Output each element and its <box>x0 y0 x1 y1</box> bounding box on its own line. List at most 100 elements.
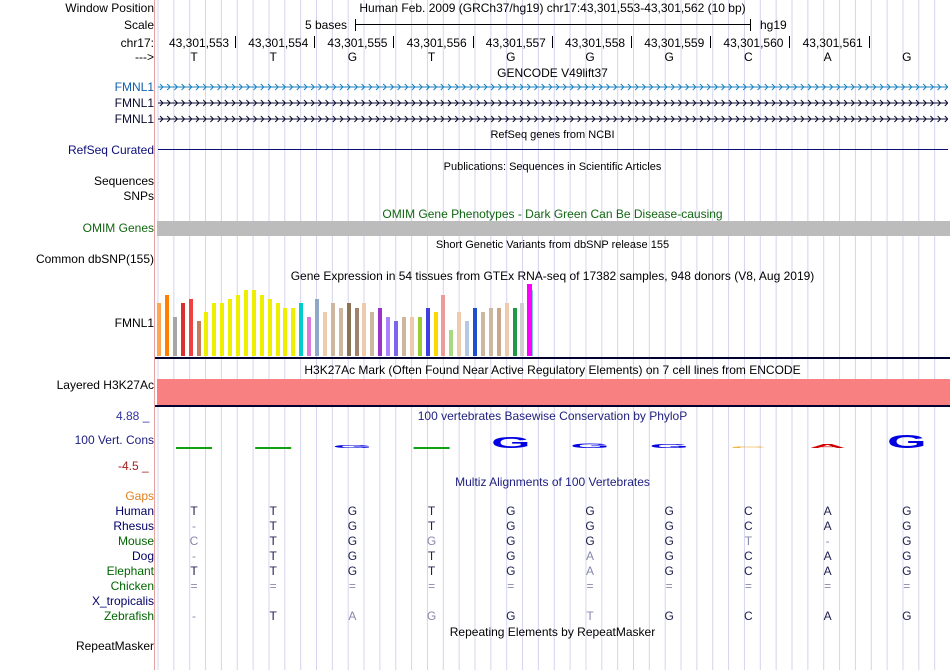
gtex-bar[interactable] <box>180 303 185 356</box>
gtex-bar[interactable] <box>504 303 509 356</box>
gtex-bar[interactable] <box>370 312 375 356</box>
multiz-species-label[interactable]: Mouse <box>117 534 154 548</box>
gtex-bar[interactable] <box>527 284 532 356</box>
gtex-bar[interactable] <box>449 330 454 356</box>
phylop-letter: C <box>730 446 767 448</box>
h3k27-signal[interactable] <box>157 379 950 405</box>
gencode-gene-1-feature[interactable] <box>158 81 948 93</box>
gtex-bar[interactable] <box>433 312 438 356</box>
gtex-bar[interactable] <box>283 308 288 356</box>
position-tick <box>631 36 632 48</box>
multiz-species-label[interactable]: Chicken <box>110 579 154 593</box>
strand-chevron <box>915 99 920 107</box>
gtex-bar[interactable] <box>473 308 477 356</box>
gtex-bar[interactable] <box>236 295 240 356</box>
refseq-feature-line[interactable] <box>158 149 948 150</box>
gtex-bar[interactable] <box>322 312 327 356</box>
gtex-bar[interactable] <box>496 308 501 356</box>
gtex-bar[interactable] <box>338 308 343 356</box>
strand-chevron <box>166 83 171 91</box>
gtex-bar[interactable] <box>196 321 201 356</box>
window-position-label: Window Position <box>65 1 154 15</box>
multiz-species-label[interactable]: Rhesus <box>113 519 154 533</box>
gencode-gene-3-label[interactable]: FMNL1 <box>114 112 154 126</box>
gtex-bar[interactable] <box>386 317 391 356</box>
strand-chevron <box>886 99 891 107</box>
gtex-bar[interactable] <box>457 312 462 356</box>
gaps-label[interactable]: Gaps <box>125 489 154 503</box>
pubs-title: Publications: Sequences in Scientific Ar… <box>443 161 662 173</box>
strand-chevron <box>433 83 438 91</box>
gtex-bar[interactable] <box>275 303 280 356</box>
sequences-label[interactable]: Sequences <box>93 174 154 188</box>
gencode-gene-1-label[interactable]: FMNL1 <box>114 80 154 94</box>
strand-chevron <box>246 99 251 107</box>
gtex-bar[interactable] <box>212 303 217 356</box>
gtex-bar[interactable] <box>512 308 517 356</box>
strand-chevron <box>800 99 805 107</box>
gtex-bar[interactable] <box>291 308 296 356</box>
gencode-gene-2-label[interactable]: FMNL1 <box>114 96 154 110</box>
gtex-bar[interactable] <box>488 308 493 356</box>
strand-chevron <box>735 115 740 123</box>
gtex-bar[interactable] <box>465 321 470 356</box>
gtex-bar[interactable] <box>315 299 319 356</box>
multiz-species-label[interactable]: Human <box>115 504 154 518</box>
gtex-bar[interactable] <box>251 290 256 356</box>
h3k27-label[interactable]: Layered H3K27Ac <box>56 378 154 392</box>
strand-chevron <box>181 99 186 107</box>
strand-chevron <box>548 99 553 107</box>
gtex-bar[interactable] <box>204 312 209 356</box>
gtex-bar-chart[interactable] <box>157 284 557 356</box>
phylop-label[interactable]: 100 Vert. Cons <box>74 433 154 447</box>
multiz-base: G <box>664 534 674 548</box>
gtex-bar[interactable] <box>425 308 430 356</box>
gtex-bar[interactable] <box>362 303 367 356</box>
gtex-bar[interactable] <box>330 303 335 356</box>
gtex-bar[interactable] <box>346 303 351 356</box>
gtex-bar[interactable] <box>378 308 383 356</box>
gtex-bar[interactable] <box>164 295 169 356</box>
refseq-label[interactable]: RefSeq Curated <box>67 143 154 157</box>
strand-chevron <box>541 115 546 123</box>
multiz-base: G <box>664 564 674 578</box>
base-letter: G <box>347 50 358 64</box>
dbsnp-label[interactable]: Common dbSNP(155) <box>35 252 154 266</box>
gtex-bar[interactable] <box>259 295 264 356</box>
omim-feature-bar[interactable] <box>157 221 950 236</box>
strand-chevron <box>627 115 632 123</box>
gtex-bar[interactable] <box>480 312 485 356</box>
gtex-bar[interactable] <box>172 317 177 356</box>
gtex-bar[interactable] <box>401 317 406 356</box>
gencode-gene-2-feature[interactable] <box>158 97 948 109</box>
gtex-bar[interactable] <box>520 303 525 356</box>
gtex-bar[interactable] <box>267 299 272 356</box>
strand-chevron <box>562 83 567 91</box>
gtex-bar[interactable] <box>441 295 446 356</box>
strand-chevron <box>670 99 675 107</box>
multiz-species-label[interactable]: Zebrafish <box>103 609 154 623</box>
multiz-species-label[interactable]: Elephant <box>106 564 154 578</box>
gtex-bar[interactable] <box>307 317 312 356</box>
gtex-bar[interactable] <box>188 299 193 356</box>
gtex-bar[interactable] <box>409 317 414 356</box>
gtex-bar[interactable] <box>417 317 422 356</box>
gtex-bar[interactable] <box>394 321 398 356</box>
gtex-bar[interactable] <box>157 303 161 356</box>
gtex-bar[interactable] <box>299 303 304 356</box>
gencode-gene-3-feature[interactable] <box>158 113 948 125</box>
gtex-bar[interactable] <box>228 299 233 356</box>
gtex-label[interactable]: FMNL1 <box>114 316 154 330</box>
multiz-species-label[interactable]: X_tropicalis <box>91 594 154 608</box>
strand-chevron <box>418 83 423 91</box>
position-label: 43,301,556 <box>406 36 467 50</box>
multiz-species-label[interactable]: Dog <box>131 549 154 563</box>
snps-label[interactable]: SNPs <box>123 189 154 203</box>
strand-chevron <box>174 83 179 91</box>
omim-label[interactable]: OMIM Genes <box>82 221 154 235</box>
repeat-label[interactable]: RepeatMasker <box>75 639 154 653</box>
gtex-bar[interactable] <box>220 303 225 356</box>
gtex-bar[interactable] <box>354 308 359 356</box>
gtex-bar[interactable] <box>243 290 248 356</box>
